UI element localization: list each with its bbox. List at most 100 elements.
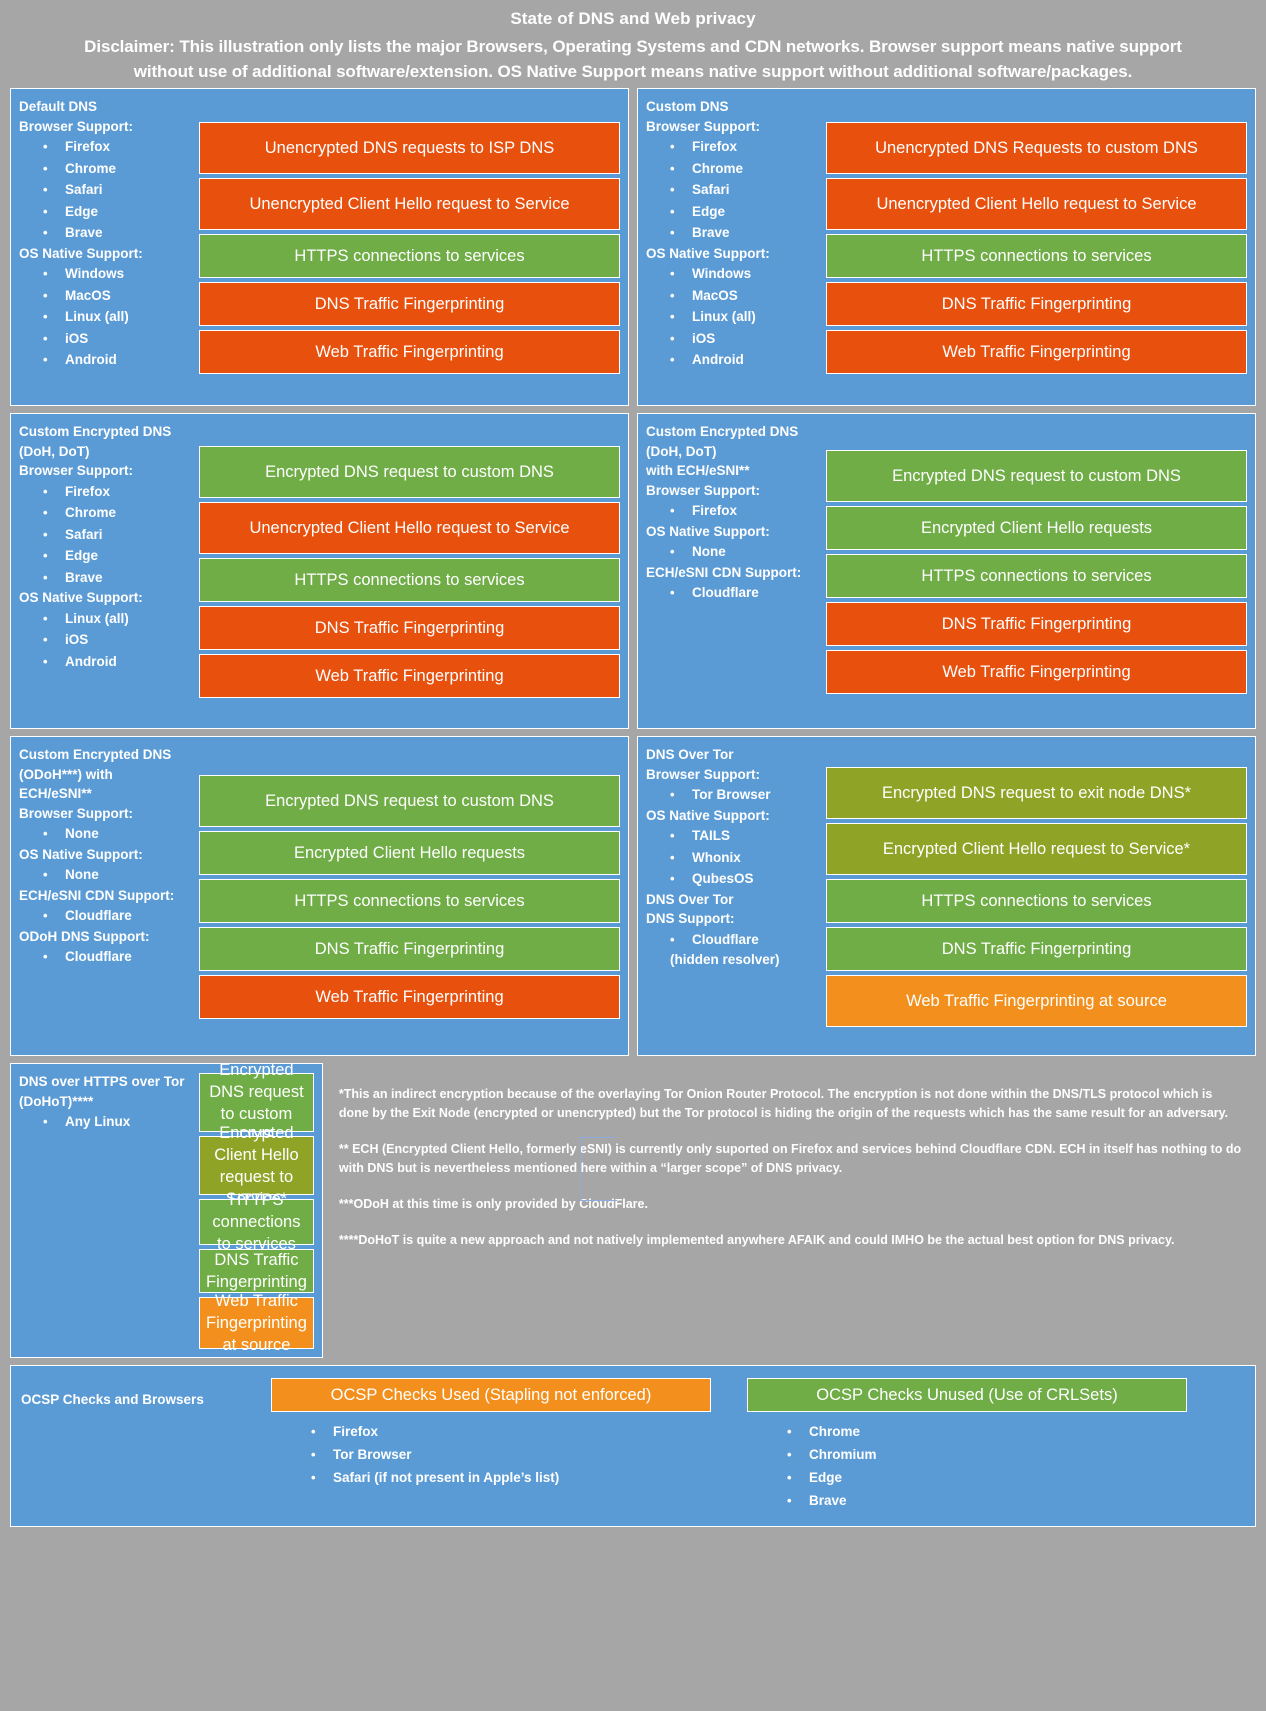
list-item: Windows	[43, 263, 199, 285]
panel-default-dns: Default DNS Browser Support: FirefoxChrome…	[10, 88, 629, 406]
support-section-label: ECH/eSNI CDN Support:	[19, 887, 175, 903]
list-item: Firefox	[43, 136, 199, 158]
panel-bars: Encrypted DNS request to custom DNS Unenc…	[199, 420, 620, 720]
footnotes: *This an indirect encryption because of …	[331, 1063, 1256, 1358]
status-bar: Unencrypted Client Hello request to Serv…	[826, 177, 1247, 230]
list-item: Brave	[670, 222, 826, 244]
panel-title-line: (DoH, DoT)	[19, 443, 90, 459]
support-list: Any Linux	[19, 1111, 199, 1133]
page-title: State of DNS and Web privacy	[510, 9, 756, 28]
support-list: None	[19, 823, 199, 845]
panel-dohot: DNS over HTTPS over Tor (DoHoT)**** Any Li…	[10, 1061, 323, 1358]
status-bar: Web Traffic Fingerprinting	[199, 329, 620, 374]
support-section-label: DNS Over Tor	[646, 891, 734, 907]
status-bar: Web Traffic Fingerprinting	[826, 649, 1247, 694]
list-item: Chrome	[787, 1420, 1187, 1443]
ocsp-browser-list: FirefoxTor BrowserSafari (if not present…	[271, 1420, 711, 1489]
support-list: WindowsMacOSLinux (all)iOSAndroid	[19, 263, 199, 371]
list-item: Chrome	[43, 502, 199, 524]
support-section-label: OS Native Support:	[646, 807, 770, 823]
panel-left-column: DNS over HTTPS over Tor (DoHoT)**** Any Li…	[19, 1070, 199, 1349]
list-item: Edge	[787, 1466, 1187, 1489]
list-item: Any Linux	[43, 1111, 199, 1133]
support-section-label: OS Native Support:	[19, 590, 143, 605]
status-bar: Unencrypted DNS requests to ISP DNS	[199, 121, 620, 174]
support-section-label: Browser Support:	[19, 805, 134, 821]
panel-left-column: Custom DNS Browser Support: FirefoxChromeS…	[646, 95, 826, 397]
status-bar: Encrypted DNS request to exit node DNS*	[826, 766, 1247, 819]
status-bar: DNS Traffic Fingerprinting	[826, 926, 1247, 971]
support-section-label: OS Native Support:	[646, 523, 770, 539]
status-bar: Unencrypted Client Hello request to Serv…	[199, 501, 620, 554]
list-item: Cloudflare	[670, 929, 826, 951]
panel-ocsp: OCSP Checks and Browsers OCSP Checks Use…	[10, 1365, 1256, 1527]
list-item: TAILS	[670, 825, 826, 847]
footnote: ***ODoH at this time is only provided by…	[338, 1197, 648, 1211]
ocsp-column: OCSP Checks Used (Stapling not enforced)…	[271, 1378, 711, 1512]
dohot-and-notes-row: DNS over HTTPS over Tor (DoHoT)**** Any Li…	[0, 1061, 1266, 1358]
list-item: Safari	[43, 524, 199, 546]
list-item: Chromium	[787, 1443, 1187, 1466]
status-bar: DNS Traffic Fingerprinting	[826, 601, 1247, 646]
panel-left-column: DNS Over Tor Browser Support: Tor BrowserO…	[646, 743, 826, 1047]
status-bar: DNS Traffic Fingerprinting	[199, 1249, 314, 1293]
status-bar: HTTPS connections to services	[826, 878, 1247, 923]
status-bar: HTTPS connections to services	[199, 557, 620, 602]
panel-left-column: Default DNS Browser Support: FirefoxChrome…	[19, 95, 199, 397]
status-bar: Encrypted DNS request to custom DNS	[199, 1061, 314, 1145]
panel-bars: Encrypted DNS request to custom DNSEncry…	[199, 1061, 314, 1354]
list-item: Brave	[43, 567, 199, 589]
list-item: Chrome	[670, 158, 826, 180]
ocsp-column-heading: OCSP Checks Used (Stapling not enforced)	[271, 1378, 711, 1412]
status-bar: Encrypted Client Hello requests	[826, 505, 1247, 550]
list-item: QubesOS	[670, 868, 826, 890]
header: State of DNS and Web privacy Disclaimer:…	[0, 0, 1266, 88]
support-list: Cloudflare	[646, 582, 826, 604]
panel-left-column: Custom Encrypted DNS (DoH, DoT) Browser Su…	[19, 420, 199, 720]
list-item: Cloudflare	[43, 905, 199, 927]
status-bar: HTTPS connections to services	[199, 233, 620, 278]
support-section-label: DNS Support:	[646, 911, 735, 926]
status-bar: Unencrypted DNS Requests to custom DNS	[826, 121, 1247, 174]
panel-bars: Unencrypted DNS Requests to custom DNS Un…	[826, 95, 1247, 397]
support-section-label: OS Native Support:	[19, 846, 143, 862]
support-section-label: ODoH DNS Support:	[19, 928, 150, 944]
list-item: Tor Browser	[311, 1443, 711, 1466]
panel-row: Custom Encrypted DNS (ODoH***) with ECH/eS…	[0, 736, 1266, 1056]
list-item: Safari (if not present in Apple’s list)	[311, 1466, 711, 1489]
support-note: (hidden resolver)	[670, 952, 780, 967]
support-section-label: OS Native Support:	[646, 245, 770, 261]
status-bar: Unencrypted Client Hello request to Serv…	[199, 177, 620, 230]
support-list: Cloudflare	[646, 929, 826, 951]
list-item: Edge	[43, 545, 199, 567]
footnote: ** ECH (Encrypted Client Hello, formerly…	[338, 1142, 1242, 1175]
footnote: ****DoHoT is quite a new approach and no…	[338, 1233, 1175, 1247]
panel-title-line: Custom Encrypted DNS	[19, 424, 172, 439]
list-item: None	[43, 864, 199, 886]
ocsp-column-heading: OCSP Checks Unused (Use of CRLSets)	[747, 1378, 1187, 1412]
panel-title-line: Custom DNS	[646, 99, 729, 114]
list-item: Linux (all)	[43, 608, 199, 630]
list-item: Android	[43, 349, 199, 371]
panel-bars: Encrypted DNS request to exit node DNS* E…	[826, 743, 1247, 1047]
support-list: Cloudflare	[19, 946, 199, 968]
status-bar: Web Traffic Fingerprinting	[199, 974, 620, 1019]
ocsp-column: OCSP Checks Unused (Use of CRLSets) Chrom…	[747, 1378, 1187, 1512]
ocsp-browser-list: ChromeChromiumEdgeBrave	[747, 1420, 1187, 1512]
status-bar: Web Traffic Fingerprinting at source	[199, 1292, 314, 1354]
list-item: Cloudflare	[43, 946, 199, 968]
list-item: None	[43, 823, 199, 845]
list-item: Android	[670, 349, 826, 371]
support-list: TAILSWhonixQubesOS	[646, 825, 826, 890]
panel-bars: Unencrypted DNS requests to ISP DNS Unenc…	[199, 95, 620, 397]
list-item: Cloudflare	[670, 582, 826, 604]
support-section-label: OS Native Support:	[19, 245, 143, 261]
panel-left-column: Custom Encrypted DNS (DoH, DoT) with ECH/e…	[646, 420, 826, 720]
list-item: Safari	[670, 179, 826, 201]
support-list: WindowsMacOSLinux (all)iOSAndroid	[646, 263, 826, 371]
status-bar: HTTPS connections to services	[826, 233, 1247, 278]
